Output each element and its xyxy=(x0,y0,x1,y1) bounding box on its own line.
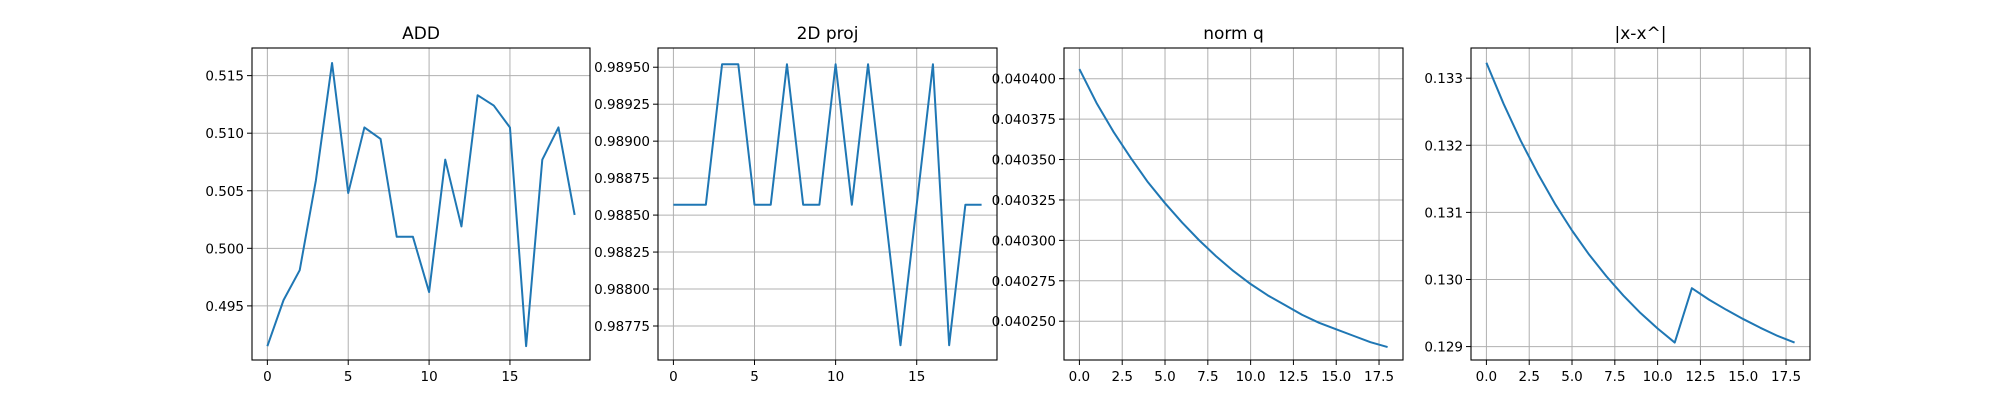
x-tick-label: 15 xyxy=(908,369,925,385)
x-tick-label: 10 xyxy=(827,369,844,385)
x-tick-label: 0.0 xyxy=(1476,369,1497,385)
y-tick-label: 0.98775 xyxy=(594,319,650,335)
x-tick-label: 0 xyxy=(263,369,272,385)
subplot-title: ADD xyxy=(402,24,440,44)
y-tick-label: 0.040325 xyxy=(992,193,1056,209)
x-tick-label: 5 xyxy=(344,369,353,385)
axes-frame xyxy=(251,47,591,361)
x-tick-label: 15.0 xyxy=(1728,369,1758,385)
x-tick-label: 5.0 xyxy=(1561,369,1582,385)
subplot-2: 0 5 10 15 0.98775 0.98800 0.98825 0.98850 0.9887… xyxy=(594,24,998,385)
x-tick-label: 5.0 xyxy=(1154,369,1175,385)
y-tick-label: 0.040375 xyxy=(992,112,1056,128)
y-tick-label: 0.98850 xyxy=(594,208,650,224)
y-tick-label: 0.040250 xyxy=(992,314,1056,330)
x-tick-label: 0.0 xyxy=(1069,369,1090,385)
subplot-3: 0.0 2.5 5.0 7.5 10.0 12.5 15.0 17.5 0.040250 0.04… xyxy=(992,24,1404,385)
x-tick-label: 10 xyxy=(420,369,437,385)
y-tick-label: 0.510 xyxy=(205,126,244,142)
x-tick-label: 12.5 xyxy=(1685,369,1715,385)
axes-frame xyxy=(1470,47,1811,361)
x-tick-label: 0 xyxy=(669,369,678,385)
y-tick-label: 0.040300 xyxy=(992,233,1056,249)
subplot-4: 0.0 2.5 5.0 7.5 10.0 12.5 15.0 17.5 0.129 0.130 0.… xyxy=(1424,24,1811,385)
x-tick-label: 15.0 xyxy=(1321,369,1351,385)
y-tick-label: 0.515 xyxy=(205,69,244,85)
y-tick-label: 0.98925 xyxy=(594,97,650,113)
x-tick-label: 12.5 xyxy=(1278,369,1308,385)
y-tick-label: 0.129 xyxy=(1424,340,1463,356)
axes-frame xyxy=(657,47,998,361)
subplot-title: norm q xyxy=(1203,24,1264,44)
x-tick-label: 10.0 xyxy=(1643,369,1673,385)
x-tick-label: 2.5 xyxy=(1111,369,1132,385)
x-tick-label: 5 xyxy=(750,369,759,385)
subplot-title: 2D proj xyxy=(797,24,859,44)
series-line xyxy=(266,61,576,348)
series-line xyxy=(1485,62,1795,344)
y-tick-label: 0.98900 xyxy=(594,134,650,150)
x-tick-label: 2.5 xyxy=(1518,369,1539,385)
y-tick-label: 0.500 xyxy=(205,241,244,257)
y-tick-label: 0.040350 xyxy=(992,153,1056,169)
series-line xyxy=(673,63,982,347)
y-tick-label: 0.040400 xyxy=(992,72,1056,88)
y-tick-label: 0.130 xyxy=(1424,272,1463,288)
axes-frame xyxy=(1063,47,1404,361)
y-tick-label: 0.98825 xyxy=(594,245,650,261)
series-line xyxy=(1078,68,1388,349)
y-tick-label: 0.98950 xyxy=(594,60,650,76)
x-tick-label: 15 xyxy=(501,369,518,385)
subplot-title: |x-x^| xyxy=(1615,24,1667,44)
subplot-1: 0 5 10 15 0.495 0.500 0.505 0.510 0.515 ADD xyxy=(205,24,591,385)
y-tick-label: 0.040275 xyxy=(992,274,1056,290)
y-tick-label: 0.133 xyxy=(1424,71,1463,87)
y-tick-label: 0.131 xyxy=(1424,205,1463,221)
y-tick-label: 0.98875 xyxy=(594,171,650,187)
x-tick-label: 17.5 xyxy=(1771,369,1801,385)
y-tick-label: 0.132 xyxy=(1424,138,1463,154)
x-tick-label: 7.5 xyxy=(1604,369,1625,385)
y-tick-label: 0.98800 xyxy=(594,282,650,298)
x-tick-label: 17.5 xyxy=(1364,369,1394,385)
y-tick-label: 0.495 xyxy=(205,299,244,315)
x-tick-label: 7.5 xyxy=(1197,369,1218,385)
y-tick-label: 0.505 xyxy=(205,184,244,200)
x-tick-label: 10.0 xyxy=(1236,369,1266,385)
